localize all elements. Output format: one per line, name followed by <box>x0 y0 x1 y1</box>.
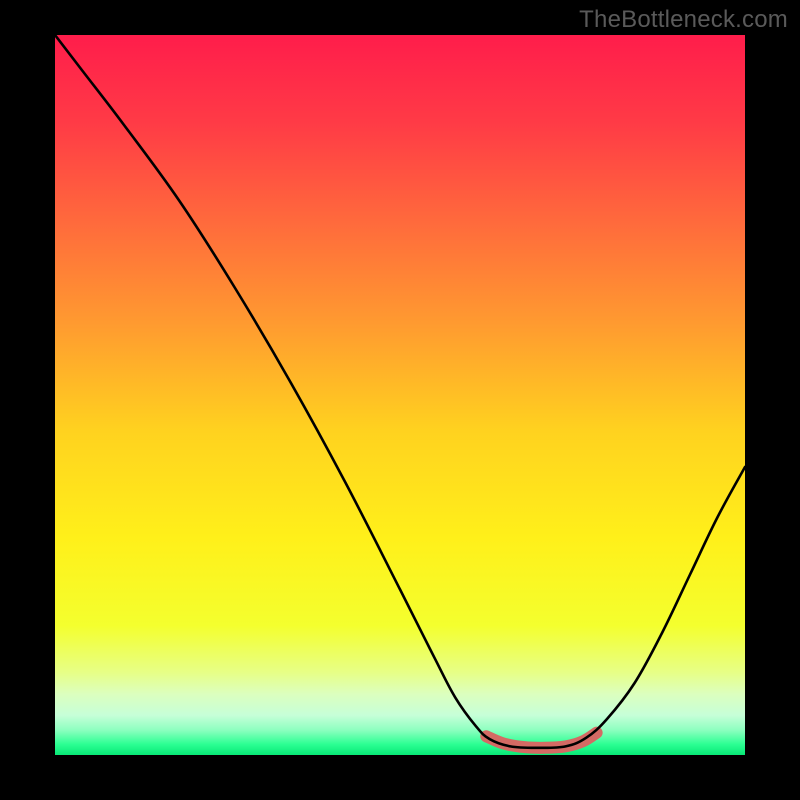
gradient-rect <box>55 35 745 755</box>
chart-frame: TheBottleneck.com <box>0 0 800 800</box>
watermark-text: TheBottleneck.com <box>579 6 788 34</box>
plot-area <box>55 35 745 755</box>
plot-svg <box>55 35 745 755</box>
